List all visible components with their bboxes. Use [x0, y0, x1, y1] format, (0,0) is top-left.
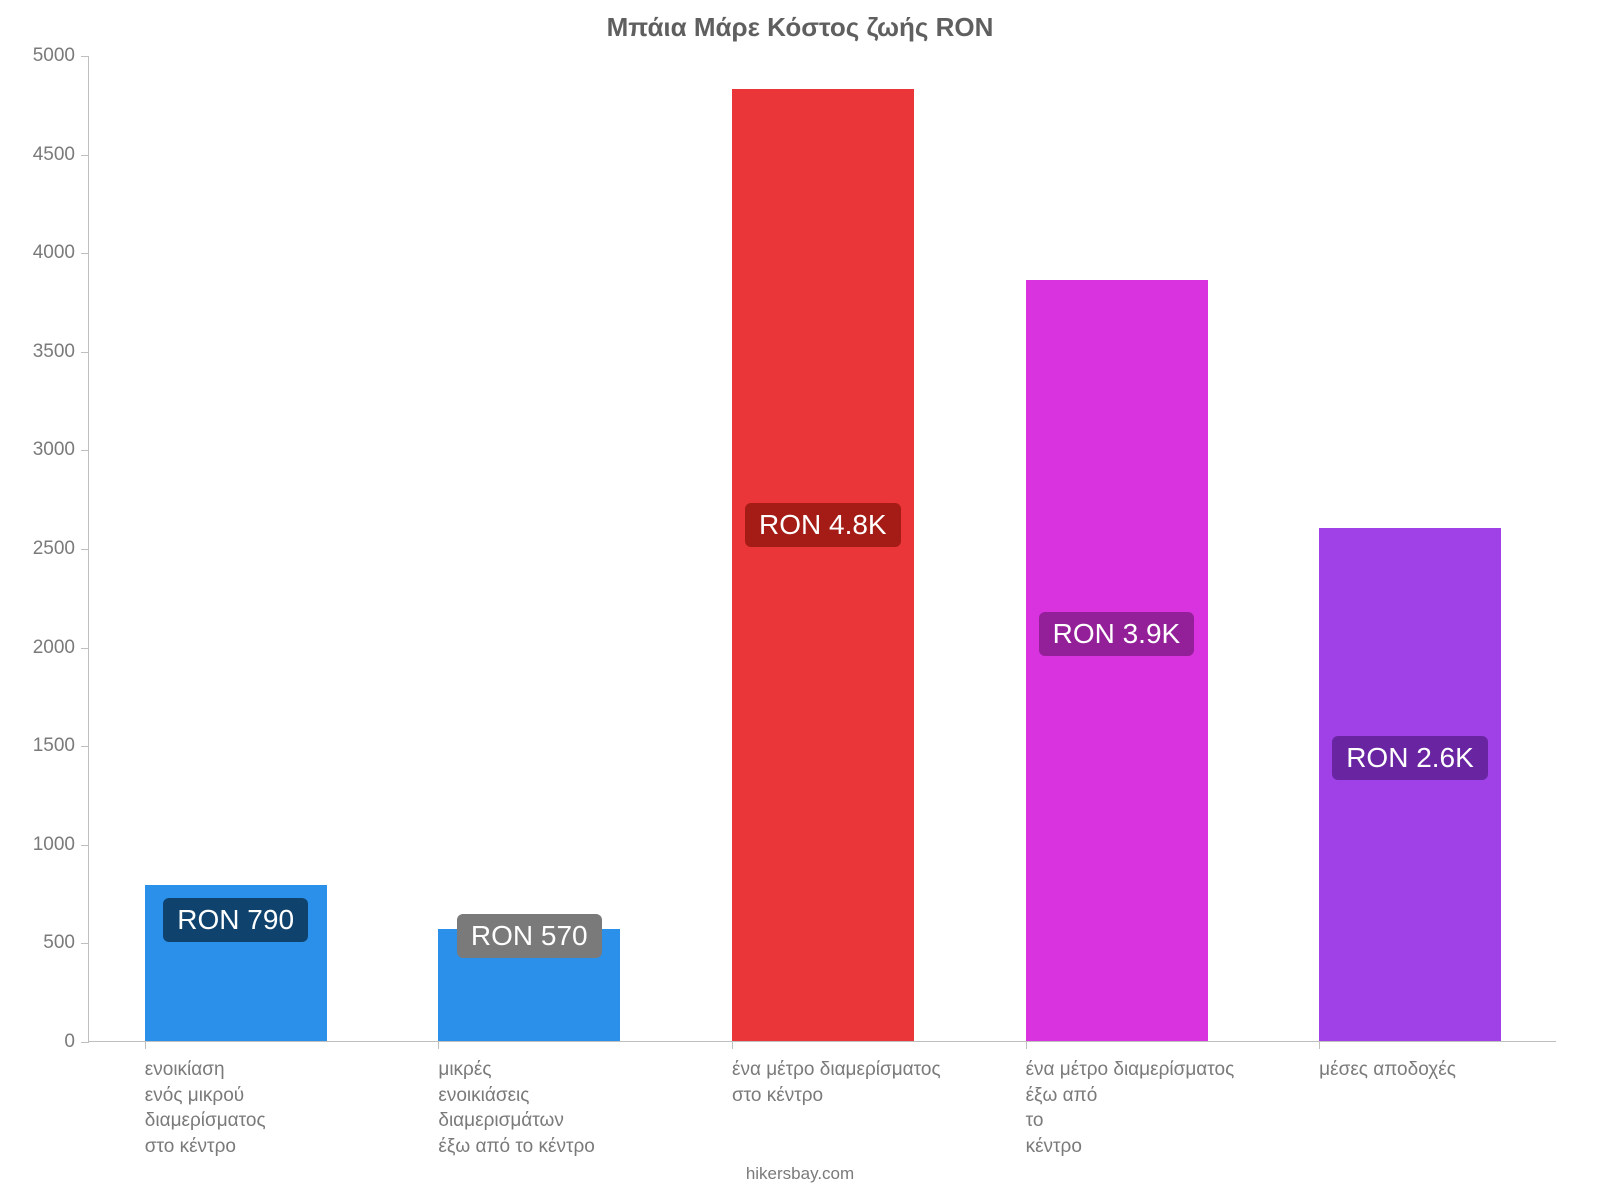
value-badge: RON 790 — [163, 898, 308, 942]
y-tick: 4000 — [33, 242, 89, 264]
y-tick: 500 — [43, 932, 89, 954]
x-label: μικρές ενοικιάσεις διαμερισμάτων έξω από… — [438, 1041, 660, 1160]
plot-area: 0500100015002000250030003500400045005000… — [88, 56, 1556, 1042]
chart-container: Μπάια Μάρε Κόστος ζωής RON 0500100015002… — [0, 0, 1600, 1200]
x-label: ένα μέτρο διαμερίσματος έξω από το κέντρ… — [1026, 1041, 1248, 1160]
y-tick: 4500 — [33, 144, 89, 166]
bar — [732, 89, 914, 1041]
y-tick: 1000 — [33, 834, 89, 856]
y-tick: 2000 — [33, 637, 89, 659]
value-badge: RON 570 — [457, 914, 602, 958]
y-tick: 1500 — [33, 735, 89, 757]
y-tick: 2500 — [33, 538, 89, 560]
value-badge: RON 4.8K — [745, 503, 901, 547]
y-tick: 0 — [64, 1031, 89, 1053]
x-label: ενοικίαση ενός μικρού διαμερίσματος στο … — [145, 1041, 367, 1160]
y-tick: 3500 — [33, 341, 89, 363]
value-badge: RON 2.6K — [1332, 736, 1488, 780]
y-tick: 5000 — [33, 45, 89, 67]
chart-title: Μπάια Μάρε Κόστος ζωής RON — [0, 12, 1600, 43]
bar — [1026, 280, 1208, 1041]
x-label: ένα μέτρο διαμερίσματος στο κέντρο — [732, 1041, 954, 1108]
x-label: μέσες αποδοχές — [1319, 1041, 1541, 1083]
value-badge: RON 3.9K — [1039, 612, 1195, 656]
credit-label: hikersbay.com — [0, 1164, 1600, 1184]
bar — [1319, 528, 1501, 1041]
y-tick: 3000 — [33, 439, 89, 461]
